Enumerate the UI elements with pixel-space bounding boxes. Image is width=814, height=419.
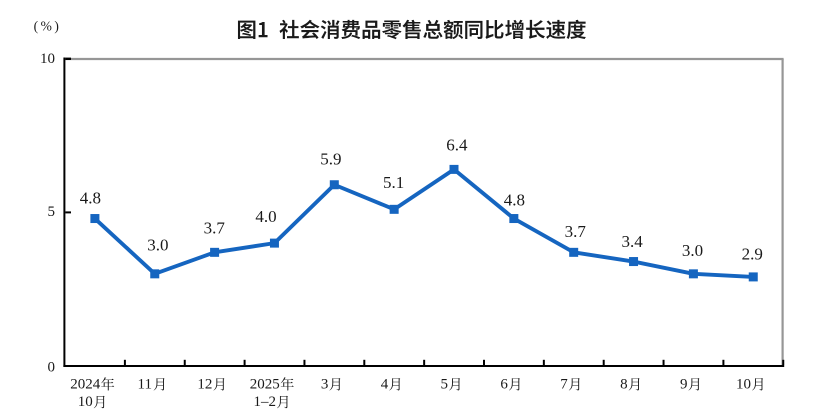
svg-text:9: 9 bbox=[680, 376, 688, 392]
svg-text:0: 0 bbox=[48, 359, 56, 375]
svg-text:(%): (%) bbox=[34, 19, 62, 34]
svg-text:7: 7 bbox=[560, 376, 568, 392]
svg-text:3.0: 3.0 bbox=[147, 236, 168, 255]
svg-text:6.4: 6.4 bbox=[446, 136, 468, 155]
svg-text:6: 6 bbox=[500, 376, 508, 392]
svg-text:3: 3 bbox=[321, 376, 329, 392]
svg-text:3.4: 3.4 bbox=[621, 232, 643, 251]
svg-text:12: 12 bbox=[197, 376, 212, 392]
svg-text:10: 10 bbox=[40, 51, 55, 67]
svg-text:5: 5 bbox=[48, 204, 56, 220]
svg-text:4.8: 4.8 bbox=[504, 190, 525, 209]
svg-text:5.9: 5.9 bbox=[320, 150, 341, 169]
svg-text:2025: 2025 bbox=[250, 376, 280, 392]
svg-text:8: 8 bbox=[620, 376, 628, 392]
svg-text:10: 10 bbox=[78, 394, 93, 410]
svg-text:11: 11 bbox=[138, 376, 152, 392]
svg-text:2024: 2024 bbox=[70, 376, 101, 392]
svg-text:2.9: 2.9 bbox=[742, 244, 763, 263]
svg-text:4: 4 bbox=[381, 376, 389, 392]
svg-text:4.0: 4.0 bbox=[255, 207, 276, 226]
svg-text:10: 10 bbox=[736, 376, 751, 392]
svg-text:3.7: 3.7 bbox=[204, 219, 226, 238]
svg-text:1–2: 1–2 bbox=[254, 394, 277, 410]
svg-text:5: 5 bbox=[441, 376, 449, 392]
svg-text:4.8: 4.8 bbox=[80, 188, 101, 207]
svg-text:3.7: 3.7 bbox=[565, 222, 587, 241]
svg-text:5.1: 5.1 bbox=[383, 173, 404, 192]
svg-text:3.0: 3.0 bbox=[682, 241, 703, 260]
